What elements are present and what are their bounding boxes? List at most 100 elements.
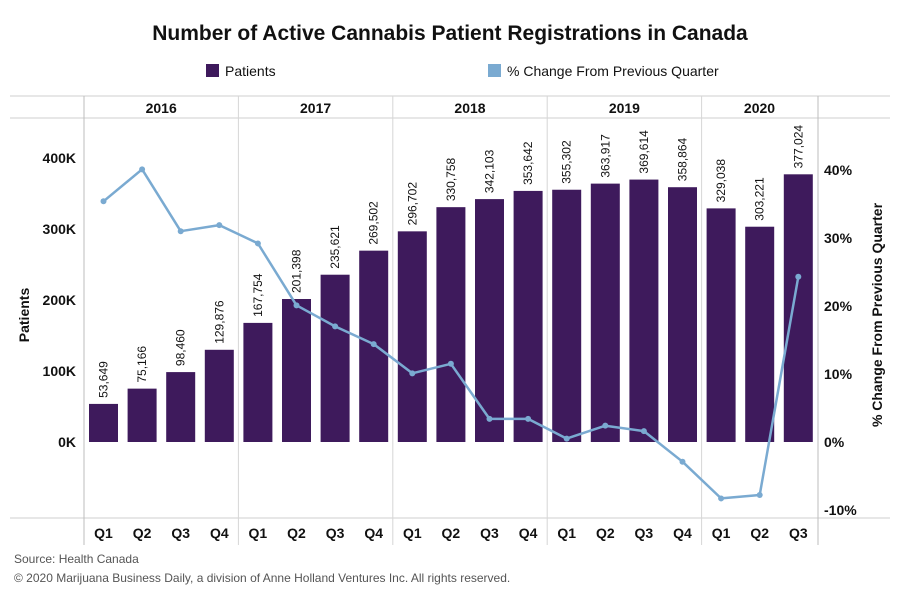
bar-value-label: 363,917 [598, 134, 612, 178]
change-point [332, 323, 339, 330]
bar-value-label: 330,758 [444, 157, 458, 201]
change-point [756, 492, 763, 499]
left-axis-label: Patients [16, 288, 32, 343]
line-series [100, 166, 802, 502]
change-point [486, 415, 493, 422]
left-tick-label: 300K [43, 221, 76, 237]
bar [320, 274, 350, 442]
right-tick-label: -10% [824, 502, 857, 518]
bar-value-label: 201,398 [290, 249, 304, 293]
copyright-note: © 2020 Marijuana Business Daily, a divis… [14, 571, 511, 585]
quarter-label: Q3 [326, 525, 345, 541]
year-label: 2016 [146, 100, 177, 116]
change-point [795, 273, 802, 280]
bar-value-label: 53,649 [97, 361, 111, 398]
legend: Patients % Change From Previous Quarter [206, 63, 719, 79]
bar-value-label: 235,621 [328, 225, 342, 269]
quarter-label: Q4 [364, 525, 383, 541]
legend-swatch-patients [206, 64, 219, 77]
bar [668, 187, 697, 442]
change-point [679, 458, 686, 465]
bar-value-label: 75,166 [135, 346, 149, 383]
bar [397, 231, 427, 442]
bar-value-label: 98,460 [174, 329, 188, 366]
right-tick-label: 10% [824, 366, 853, 382]
bar [552, 189, 582, 442]
bar [243, 322, 273, 442]
quarter-label: Q2 [287, 525, 306, 541]
left-tick-label: 200K [43, 292, 76, 308]
bar [89, 403, 118, 442]
bar [204, 349, 234, 442]
bar-value-label: 329,038 [714, 159, 728, 203]
change-point [447, 360, 454, 367]
year-label: 2017 [300, 100, 331, 116]
change-point [563, 435, 570, 442]
left-axis-ticks: 0K 100K 200K 300K 400K [43, 150, 76, 450]
quarter-label: Q4 [210, 525, 229, 541]
year-label: 2020 [744, 100, 775, 116]
quarter-label: Q3 [480, 525, 499, 541]
bar [745, 226, 775, 442]
bar-value-label: 342,103 [483, 149, 497, 193]
change-point [525, 415, 532, 422]
bar [590, 183, 620, 442]
plot-frame [10, 95, 890, 545]
left-tick-label: 400K [43, 150, 76, 166]
change-point [216, 222, 223, 229]
bar [166, 372, 196, 442]
year-label: 2019 [609, 100, 640, 116]
right-tick-label: 0% [824, 434, 845, 450]
bar [783, 174, 813, 442]
change-point [718, 495, 725, 502]
quarter-label: Q2 [442, 525, 461, 541]
chart-title: Number of Active Cannabis Patient Regist… [152, 22, 748, 45]
right-axis-label: % Change From Previous Quarter [869, 202, 885, 427]
quarter-label: Q1 [557, 525, 576, 541]
bar [282, 299, 311, 442]
bar-labels: 53,649 75,166 98,460 129,876 167,754 201,398 2… [97, 125, 806, 398]
quarter-label: Q2 [596, 525, 615, 541]
bar-value-label: 358,864 [676, 138, 690, 182]
quarter-labels: Q1 Q2 Q3 Q4 Q1 Q2 Q3 Q4 Q1 Q2 Q3 Q4 Q1 Q2 Q3 Q4 Q1 Q2 Q3 [94, 525, 808, 541]
right-tick-label: 40% [824, 162, 853, 178]
bar [629, 179, 659, 442]
change-point [139, 166, 146, 173]
quarter-label: Q4 [519, 525, 538, 541]
bar [127, 388, 157, 442]
change-point [409, 370, 416, 377]
bar-value-label: 369,614 [637, 130, 651, 174]
quarter-label: Q4 [673, 525, 692, 541]
legend-label-change: % Change From Previous Quarter [507, 63, 719, 79]
bars [89, 174, 813, 442]
bar [706, 208, 736, 442]
source-note: Source: Health Canada [14, 552, 139, 566]
legend-swatch-change [488, 64, 501, 77]
bar-value-label: 129,876 [212, 300, 226, 344]
left-tick-label: 100K [43, 363, 76, 379]
right-tick-label: 30% [824, 230, 853, 246]
change-point [177, 228, 184, 235]
quarter-label: Q1 [94, 525, 113, 541]
bar-value-label: 269,502 [367, 201, 381, 245]
bar-value-label: 355,302 [560, 140, 574, 184]
change-point [293, 302, 300, 309]
quarter-label: Q1 [712, 525, 731, 541]
legend-label-patients: Patients [225, 63, 276, 79]
quarter-label: Q3 [635, 525, 654, 541]
change-point [254, 240, 261, 247]
quarter-label: Q1 [249, 525, 268, 541]
change-point [640, 428, 647, 435]
bar-value-label: 353,642 [521, 141, 535, 185]
bar-value-label: 303,221 [753, 177, 767, 221]
bar-value-label: 296,702 [405, 182, 419, 226]
year-labels: 2016 2017 2018 2019 2020 [146, 100, 776, 116]
change-point [602, 422, 609, 429]
bar [475, 199, 504, 442]
bar [436, 207, 466, 442]
right-tick-label: 20% [824, 298, 853, 314]
bar [513, 190, 543, 442]
change-point [370, 341, 377, 348]
quarter-label: Q2 [750, 525, 769, 541]
